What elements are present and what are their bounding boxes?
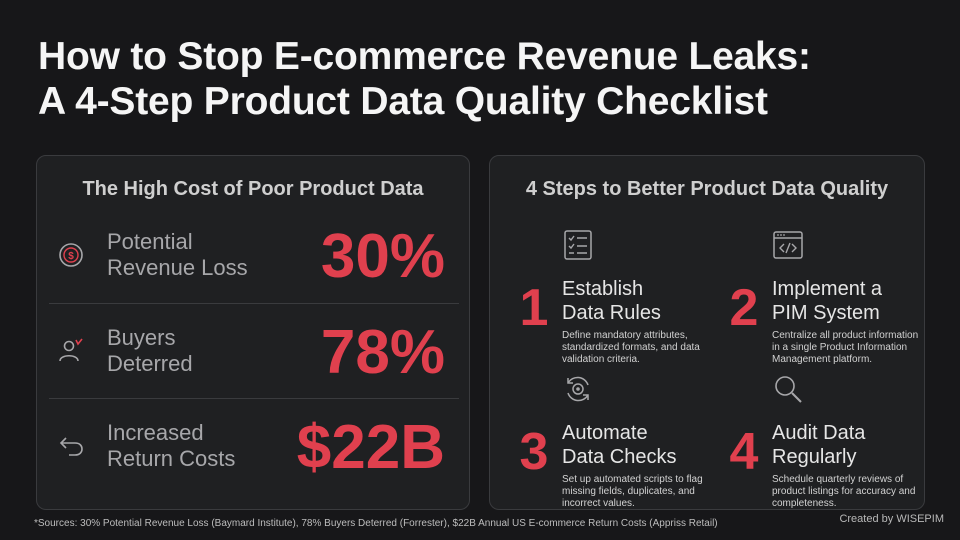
stat-value: $22B bbox=[296, 413, 445, 482]
step-description: Centralize all product information in a … bbox=[772, 330, 919, 365]
step-number: 2 bbox=[729, 279, 759, 337]
step-description: Define mandatory attributes, standardize… bbox=[562, 330, 700, 365]
step-description: Schedule quarterly reviews of product li… bbox=[772, 474, 916, 509]
stat-label-line-1: Buyers bbox=[107, 325, 176, 350]
step-title: Establish Data Rules bbox=[562, 277, 722, 325]
stat-buyers-deterred: Buyers Deterred 78% bbox=[49, 303, 459, 398]
step-title-line-1: Establish bbox=[562, 278, 644, 300]
credit-watermark: Created by WISEPIM bbox=[839, 513, 944, 525]
step-description: Set up automated scripts to flag missing… bbox=[562, 474, 703, 509]
return-arrow-icon bbox=[57, 432, 85, 460]
step-title: Audit Data Regularly bbox=[772, 421, 932, 469]
step-title-line-2: Data Rules bbox=[562, 302, 661, 324]
stat-label: Increased Return Costs bbox=[107, 420, 277, 472]
stat-revenue-loss: $ Potential Revenue Loss 30% bbox=[49, 208, 459, 303]
checklist-icon bbox=[562, 229, 594, 261]
steps-panel: 4 Steps to Better Product Data Quality 1… bbox=[489, 155, 925, 510]
sources-footnote: *Sources: 30% Potential Revenue Loss (Ba… bbox=[34, 518, 718, 529]
step-4: 4 Audit Data Regularly Schedule quarterl… bbox=[724, 373, 924, 509]
step-number: 1 bbox=[519, 279, 549, 337]
step-1: 1 Establish Data Rules Define mandatory … bbox=[514, 229, 714, 365]
step-title-line-1: Audit Data bbox=[772, 422, 866, 444]
user-deterred-icon bbox=[57, 337, 85, 365]
stat-label-line-2: Revenue Loss bbox=[107, 255, 248, 280]
step-title-line-2: PIM System bbox=[772, 302, 880, 324]
refresh-gear-icon bbox=[562, 373, 594, 405]
step-2: 2 Implement a PIM System Centralize all … bbox=[724, 229, 924, 365]
cost-panel: The High Cost of Poor Product Data $ Pot… bbox=[36, 155, 470, 510]
step-title-line-2: Regularly bbox=[772, 446, 857, 468]
step-title: Automate Data Checks bbox=[562, 421, 722, 469]
step-title-line-1: Implement a bbox=[772, 278, 883, 300]
step-title-line-1: Automate bbox=[562, 422, 648, 444]
stat-label-line-1: Potential bbox=[107, 229, 193, 254]
page-title: How to Stop E-commerce Revenue Leaks: A … bbox=[38, 34, 938, 124]
title-line-1: How to Stop E-commerce Revenue Leaks: bbox=[38, 35, 811, 78]
step-title-line-2: Data Checks bbox=[562, 446, 677, 468]
svg-text:$: $ bbox=[68, 251, 74, 262]
stat-return-costs: Increased Return Costs $22B bbox=[49, 398, 459, 493]
step-number: 4 bbox=[729, 423, 759, 481]
stat-value: 78% bbox=[320, 318, 445, 387]
magnifier-icon bbox=[772, 373, 804, 405]
stat-label-line-2: Deterred bbox=[107, 351, 193, 376]
dollar-coin-icon: $ bbox=[57, 241, 85, 269]
stat-label: Buyers Deterred bbox=[107, 325, 277, 377]
title-line-2: A 4-Step Product Data Quality Checklist bbox=[38, 80, 768, 123]
step-title: Implement a PIM System bbox=[772, 277, 932, 325]
cost-panel-heading: The High Cost of Poor Product Data bbox=[82, 178, 424, 200]
stat-label-line-2: Return Costs bbox=[107, 446, 236, 471]
stat-label-line-1: Increased bbox=[107, 420, 204, 445]
step-number: 3 bbox=[519, 423, 549, 481]
code-window-icon bbox=[772, 229, 804, 261]
stat-value: 30% bbox=[320, 222, 445, 291]
step-3: 3 Automate Data Checks Set up automated … bbox=[514, 373, 714, 509]
steps-panel-heading: 4 Steps to Better Product Data Quality bbox=[525, 178, 889, 200]
stat-label: Potential Revenue Loss bbox=[107, 229, 277, 281]
